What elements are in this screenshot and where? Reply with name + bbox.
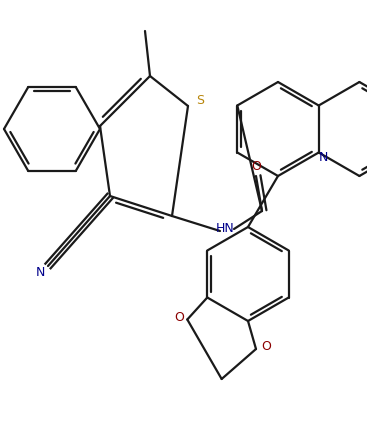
Text: N: N xyxy=(319,151,328,164)
Text: HN: HN xyxy=(216,221,235,234)
Text: O: O xyxy=(174,311,184,324)
Text: N: N xyxy=(35,265,45,279)
Text: O: O xyxy=(251,159,261,173)
Text: S: S xyxy=(196,94,204,106)
Text: O: O xyxy=(261,340,271,354)
